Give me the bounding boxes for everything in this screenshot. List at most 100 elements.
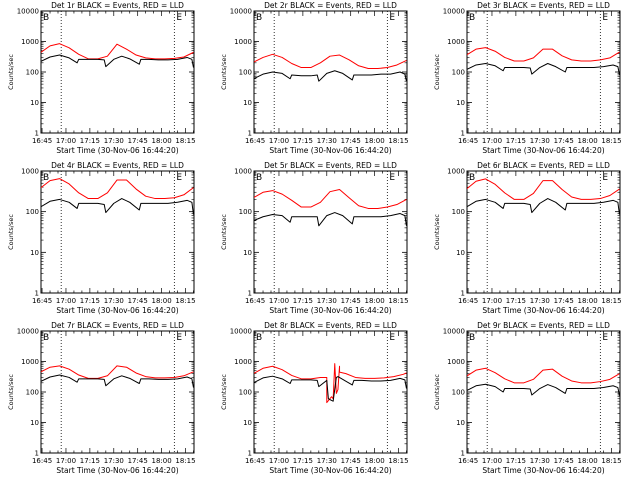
x-tick-label: 17:15 xyxy=(506,457,526,465)
y-tick-label: 10 xyxy=(456,419,465,427)
y-tick-label: 1000 xyxy=(21,168,39,176)
x-axis-label: Start Time (30-Nov-06 16:44:20) xyxy=(56,146,178,155)
end-marker-label: E xyxy=(176,13,182,23)
x-tick-label: 17:30 xyxy=(104,297,124,305)
y-tick-label: 1000 xyxy=(234,358,252,366)
x-tick-label: 17:15 xyxy=(293,137,313,145)
x-tick-label: 17:00 xyxy=(269,457,289,465)
x-tick-label: 18:15 xyxy=(601,457,621,465)
x-tick-label: 18:00 xyxy=(365,457,385,465)
chart-title: Det 6r BLACK = Events, RED = LLD xyxy=(477,161,610,170)
y-tick-label: 100 xyxy=(26,389,39,397)
x-tick-label: 18:15 xyxy=(601,137,621,145)
x-tick-label: 16:45 xyxy=(245,297,265,305)
y-axis-label: Counts/sec xyxy=(220,214,228,250)
x-tick-label: 16:45 xyxy=(32,457,52,465)
chart-panel-4: Det 4r BLACK = Events, RED = LLD Counts/s… xyxy=(7,161,196,315)
y-tick-label: 100 xyxy=(452,69,465,77)
x-tick-label: 17:15 xyxy=(293,297,313,305)
x-tick-label: 18:00 xyxy=(152,137,172,145)
lld-series-line xyxy=(467,178,620,200)
x-axis-label: Start Time (30-Nov-06 16:44:20) xyxy=(56,306,178,315)
chart-panel-8: Det 8r BLACK = Events, RED = LLD Counts/s… xyxy=(220,321,409,475)
x-axis-label: Start Time (30-Nov-06 16:44:20) xyxy=(482,466,604,475)
x-tick-label: 17:30 xyxy=(530,297,550,305)
x-tick-label: 17:00 xyxy=(269,137,289,145)
end-marker-label: E xyxy=(176,333,182,343)
events-series-line xyxy=(254,375,407,402)
lld-series-line xyxy=(254,189,407,209)
plot-frame xyxy=(253,330,408,454)
x-tick-label: 17:45 xyxy=(128,457,148,465)
plot-frame xyxy=(40,170,195,294)
y-tick-label: 1000 xyxy=(234,38,252,46)
chart-panel-2: Det 2r BLACK = Events, RED = LLD Counts/s… xyxy=(220,1,409,155)
events-series-line xyxy=(41,198,194,215)
chart-title: Det 8r BLACK = Events, RED = LLD xyxy=(264,321,397,330)
x-tick-label: 18:15 xyxy=(175,457,195,465)
y-tick-label: 100 xyxy=(239,208,252,216)
y-tick-label: 10 xyxy=(30,99,39,107)
events-series-line xyxy=(467,63,620,76)
chart-title: Det 1r BLACK = Events, RED = LLD xyxy=(51,1,184,10)
plot-frame xyxy=(40,10,195,134)
y-tick-label: 1 xyxy=(35,450,39,458)
x-tick-label: 17:15 xyxy=(293,457,313,465)
x-tick-label: 16:45 xyxy=(458,137,478,145)
x-tick-label: 17:15 xyxy=(506,297,526,305)
y-tick-label: 1000 xyxy=(234,168,252,176)
y-tick-label: 1000 xyxy=(21,358,39,366)
events-series-line xyxy=(254,212,407,227)
start-marker-label: B xyxy=(43,333,49,343)
x-tick-label: 18:00 xyxy=(365,297,385,305)
end-marker-label: E xyxy=(602,173,608,183)
x-tick-label: 18:00 xyxy=(578,457,598,465)
chart-panel-9: Det 9r BLACK = Events, RED = LLD Counts/s… xyxy=(433,321,622,475)
x-tick-label: 17:45 xyxy=(128,137,148,145)
y-tick-label: 100 xyxy=(452,208,465,216)
chart-title: Det 3r BLACK = Events, RED = LLD xyxy=(477,1,610,10)
x-tick-label: 16:45 xyxy=(245,137,265,145)
lld-series-line xyxy=(467,47,620,62)
x-tick-label: 17:45 xyxy=(341,297,361,305)
x-tick-label: 16:45 xyxy=(458,457,478,465)
plot-frame xyxy=(253,170,408,294)
end-marker-label: E xyxy=(176,173,182,183)
lld-series-line xyxy=(254,363,407,404)
y-axis-label: Counts/sec xyxy=(220,374,228,410)
y-tick-label: 10000 xyxy=(443,8,465,16)
start-marker-label: B xyxy=(469,333,475,343)
x-tick-label: 17:45 xyxy=(341,457,361,465)
x-tick-label: 17:30 xyxy=(317,457,337,465)
lld-series-line xyxy=(254,53,407,70)
events-series-line xyxy=(41,54,194,68)
events-series-line xyxy=(254,70,407,82)
y-axis-label: Counts/sec xyxy=(433,214,441,250)
plot-frame xyxy=(466,10,621,134)
chart-title: Det 7r BLACK = Events, RED = LLD xyxy=(51,321,184,330)
x-axis-label: Start Time (30-Nov-06 16:44:20) xyxy=(269,306,391,315)
y-tick-label: 100 xyxy=(239,389,252,397)
y-tick-label: 10 xyxy=(243,419,252,427)
x-tick-label: 17:00 xyxy=(482,297,502,305)
y-tick-label: 10 xyxy=(456,249,465,257)
lld-series-line xyxy=(41,178,194,200)
x-tick-label: 18:00 xyxy=(152,457,172,465)
end-marker-label: E xyxy=(602,13,608,23)
x-axis-label: Start Time (30-Nov-06 16:44:20) xyxy=(269,466,391,475)
x-tick-label: 16:45 xyxy=(32,297,52,305)
y-tick-label: 100 xyxy=(239,69,252,77)
y-axis-label: Counts/sec xyxy=(7,54,15,90)
x-tick-label: 16:45 xyxy=(245,457,265,465)
y-tick-label: 1 xyxy=(35,290,39,298)
y-tick-label: 1 xyxy=(248,290,252,298)
y-tick-label: 100 xyxy=(452,389,465,397)
y-tick-label: 1000 xyxy=(447,38,465,46)
start-marker-label: B xyxy=(43,173,49,183)
x-tick-label: 18:00 xyxy=(152,297,172,305)
y-tick-label: 1 xyxy=(248,130,252,138)
events-series-line xyxy=(467,198,620,215)
y-tick-label: 100 xyxy=(26,208,39,216)
x-tick-label: 18:15 xyxy=(388,137,408,145)
